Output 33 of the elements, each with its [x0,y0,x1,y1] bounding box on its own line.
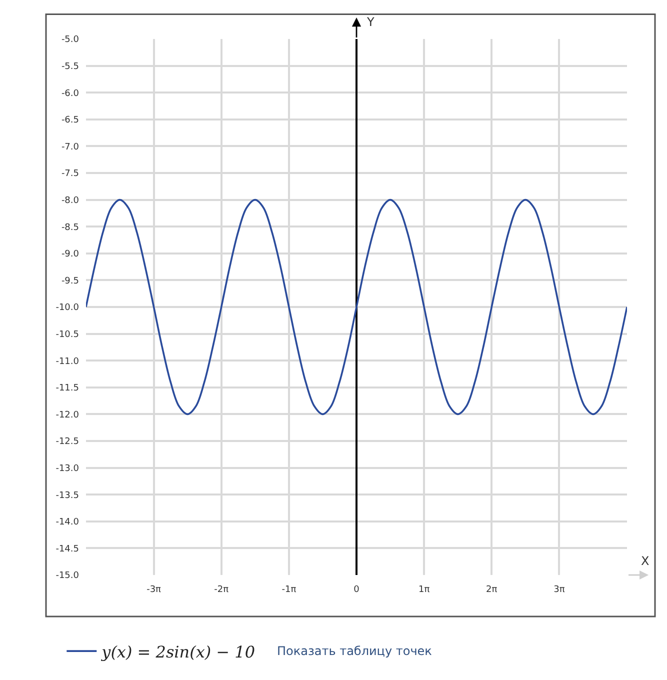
y-tick-label: -8.0 [61,196,80,206]
y-tick-label: -10.0 [56,303,80,314]
y-tick-label: -13.0 [56,464,80,474]
y-tick-label: -8.5 [61,222,79,233]
y-tick-label: -7.5 [61,169,79,180]
x-tick-label: 0 [354,585,360,595]
line-series [86,198,627,416]
y-tick-label: -14.5 [56,544,79,554]
x-tick-label: -3π [146,585,162,595]
text: Показать таблицу точек [277,644,432,658]
x-tick-label: -1π [282,585,297,595]
legend-label: y(x) = 2sin(x) − 10 [100,642,256,662]
y-tick-label: -12.5 [56,437,79,448]
y-tick-label: -6.5 [61,116,79,126]
y-tick-label: -5.5 [61,62,79,72]
x-tick-label: 1π [418,585,430,595]
y-tick-label: -9.0 [61,250,80,260]
x-tick-label: 2π [486,585,498,595]
y-tick-label: -12.0 [56,410,80,420]
x-tick-label: -2π [214,585,230,595]
y-tick-label: -14.0 [56,518,80,528]
x-axis-title: X [641,554,650,568]
y-tick-label: -15.0 [56,571,80,582]
y-tick-label: -10.5 [56,330,79,340]
y-tick-label: -6.0 [61,88,80,99]
y-tick-label: -11.5 [56,384,79,394]
y-tick-label: -5.0 [61,35,80,46]
y-tick-label: -7.0 [61,142,80,152]
y-tick-label: -11.0 [56,356,80,367]
x-tick-label: 3π [554,585,566,595]
y-axis-title: Y [366,15,375,29]
y-tick-label: -13.5 [56,490,79,501]
y-tick-label: -9.5 [61,276,79,286]
